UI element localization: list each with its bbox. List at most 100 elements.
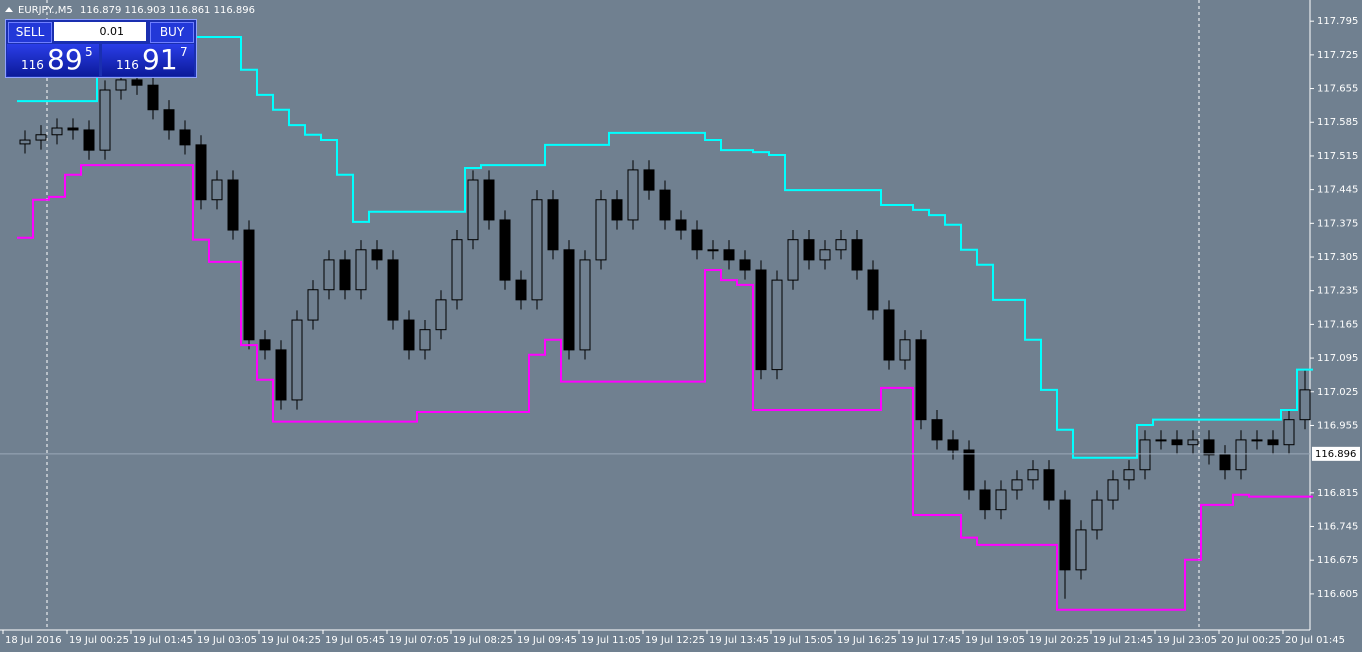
candle-body [995, 489, 1007, 511]
candle-body [531, 199, 543, 301]
candle-body [723, 249, 735, 261]
trade-panel: SELL 0.01 BUY 116 89 5 116 91 7 [5, 19, 197, 78]
candle-body [1091, 499, 1103, 531]
candle-body [403, 319, 415, 351]
candle-body [19, 139, 31, 145]
y-tick-label: 116.605 [1317, 589, 1358, 600]
candle-body [259, 339, 271, 351]
candle-body [819, 249, 831, 261]
y-tick-label: 116.815 [1317, 488, 1358, 499]
candle-body [499, 219, 511, 281]
y-tick-label: 117.235 [1317, 286, 1358, 297]
candle-body [547, 199, 559, 251]
chart-subtitle: 116.879 116.903 116.861 116.896 [80, 5, 255, 16]
candle-body [643, 169, 655, 191]
candle-body [387, 259, 399, 321]
candle-body [563, 249, 575, 351]
y-tick-label: 117.515 [1317, 151, 1358, 162]
ask-price[interactable]: 116 91 7 [102, 44, 194, 76]
indicator-line [17, 164, 1313, 611]
candle-body [627, 169, 639, 221]
y-tick-label: 117.305 [1317, 252, 1358, 263]
candle-body [515, 279, 527, 301]
candle-body [1107, 479, 1119, 501]
y-tick-label: 116.745 [1317, 522, 1358, 533]
y-tick-label: 116.955 [1317, 420, 1358, 431]
current-price-box [1312, 446, 1360, 461]
candle-body [451, 239, 463, 301]
y-tick-label: 117.375 [1317, 218, 1358, 229]
candle-body [163, 109, 175, 131]
y-tick-label: 117.445 [1317, 185, 1358, 196]
candle-body [947, 439, 959, 451]
indicator-line [17, 36, 1313, 459]
bid-main: 89 [47, 43, 83, 76]
x-tick-label: 19 Jul 20:25 [1029, 635, 1089, 646]
candle-body [195, 144, 207, 201]
y-tick-label: 117.095 [1317, 353, 1358, 364]
candle-body [675, 219, 687, 231]
lot-input[interactable]: 0.01 [54, 22, 146, 41]
y-tick-label: 117.025 [1317, 387, 1358, 398]
x-tick-label: 19 Jul 03:05 [197, 635, 257, 646]
bid-pip: 5 [85, 45, 93, 59]
candle-body [355, 249, 367, 291]
candle-body [1235, 439, 1247, 471]
x-tick-label: 19 Jul 16:25 [837, 635, 897, 646]
x-tick-label: 19 Jul 08:25 [453, 635, 513, 646]
current-price-label: 116.896 [1315, 449, 1356, 460]
x-tick-label: 19 Jul 13:45 [709, 635, 769, 646]
collapse-icon[interactable] [5, 7, 13, 12]
buy-button[interactable]: BUY [150, 22, 194, 43]
candle-body [659, 189, 671, 221]
candle-body [467, 179, 479, 241]
candle-body [35, 134, 47, 141]
sell-button[interactable]: SELL [8, 22, 52, 43]
y-tick-label: 117.585 [1317, 117, 1358, 128]
x-tick-label: 19 Jul 19:05 [965, 635, 1025, 646]
x-tick-label: 20 Jul 01:45 [1285, 635, 1345, 646]
candle-body [1155, 439, 1167, 442]
x-tick-label: 19 Jul 01:45 [133, 635, 193, 646]
candle-body [579, 259, 591, 351]
candle-body [371, 249, 383, 261]
candle-body [435, 299, 447, 331]
ask-main: 91 [142, 43, 178, 76]
x-tick-label: 19 Jul 09:45 [517, 635, 577, 646]
y-tick-label: 117.165 [1317, 319, 1358, 330]
x-tick-label: 19 Jul 23:05 [1157, 635, 1217, 646]
candle-body [787, 239, 799, 281]
y-tick-label: 117.795 [1317, 16, 1358, 27]
ask-pip: 7 [180, 45, 188, 59]
candle-body [419, 329, 431, 351]
candle-body [707, 249, 719, 252]
candle-body [227, 179, 239, 231]
candle-body [243, 229, 255, 341]
bid-price[interactable]: 116 89 5 [7, 44, 99, 76]
x-tick-label: 19 Jul 12:25 [645, 635, 705, 646]
candle-body [179, 129, 191, 146]
candle-body [1187, 439, 1199, 446]
y-tick-label: 117.725 [1317, 50, 1358, 61]
candle-body [1075, 529, 1087, 571]
x-tick-label: 19 Jul 04:25 [261, 635, 321, 646]
candle-body [979, 489, 991, 511]
candle-body [803, 239, 815, 261]
y-tick-label: 116.675 [1317, 555, 1358, 566]
candle-body [323, 259, 335, 291]
candle-body [835, 239, 847, 251]
candle-body [1267, 439, 1279, 446]
candle-body [1139, 439, 1151, 471]
candle-body [771, 279, 783, 371]
y-tick-label: 117.655 [1317, 84, 1358, 95]
candle-body [851, 239, 863, 271]
x-tick-label: 19 Jul 05:45 [325, 635, 385, 646]
candle-body [275, 349, 287, 401]
candle-body [99, 89, 111, 151]
candle-body [883, 309, 895, 361]
candle-body [147, 84, 159, 111]
candle-body [611, 199, 623, 221]
x-tick-label: 19 Jul 11:05 [581, 635, 641, 646]
